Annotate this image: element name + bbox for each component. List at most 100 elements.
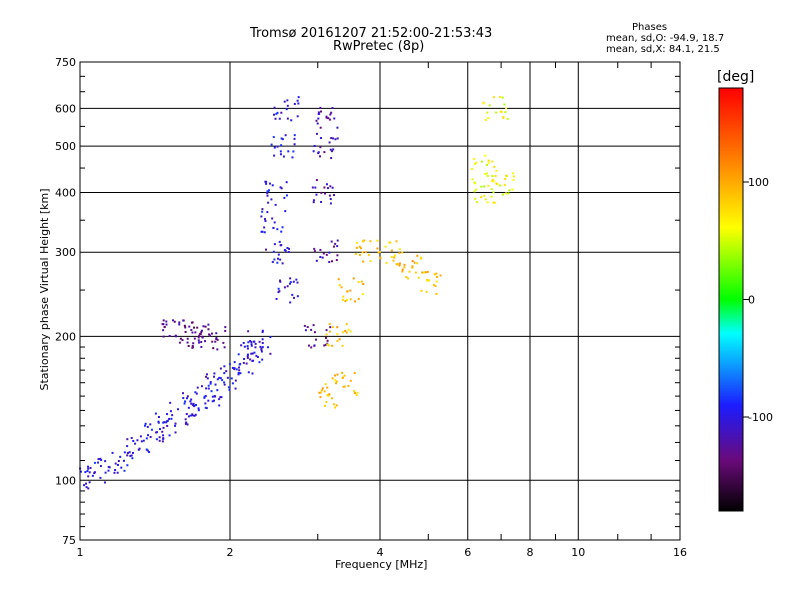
data-point (435, 272, 438, 275)
data-point (283, 196, 286, 199)
data-point (285, 108, 288, 111)
data-point (209, 382, 212, 385)
data-point (85, 486, 88, 489)
data-point (329, 113, 332, 116)
data-point (107, 469, 110, 472)
data-point (266, 211, 269, 214)
data-point (331, 260, 334, 263)
data-point (307, 344, 310, 347)
data-point (99, 465, 102, 468)
data-point (176, 408, 179, 411)
plot-frame (79, 61, 681, 541)
data-point (268, 182, 271, 185)
data-point (239, 372, 242, 375)
data-point (345, 331, 348, 334)
data-point (162, 335, 165, 338)
data-point (320, 110, 323, 113)
data-point (296, 281, 299, 284)
data-point (297, 102, 300, 105)
data-point (393, 254, 396, 257)
data-point (111, 451, 114, 454)
data-point (211, 340, 214, 343)
data-point (222, 341, 225, 344)
data-point (261, 210, 264, 213)
data-point (114, 462, 117, 465)
data-point (487, 161, 490, 164)
data-point (416, 262, 419, 265)
data-point (379, 257, 382, 260)
data-point (324, 404, 327, 407)
data-point (336, 326, 339, 329)
data-point (325, 183, 328, 186)
data-point (258, 361, 261, 364)
data-point (493, 201, 496, 204)
data-point (280, 187, 283, 190)
data-point (312, 201, 315, 204)
data-point (278, 240, 281, 243)
data-point (336, 126, 339, 129)
data-point (170, 417, 173, 420)
data-point (490, 195, 493, 198)
data-point (288, 282, 291, 285)
data-point (161, 430, 164, 433)
legend-title: Phases (632, 22, 668, 33)
data-point (148, 451, 151, 454)
data-point (335, 380, 338, 383)
data-point (436, 275, 439, 278)
data-point (237, 366, 240, 369)
data-point (104, 471, 107, 474)
data-point (207, 384, 210, 387)
data-point (324, 337, 327, 340)
data-point (289, 281, 292, 284)
data-point (219, 396, 222, 399)
data-point (246, 347, 249, 350)
data-point (313, 250, 316, 253)
data-point (401, 270, 404, 273)
data-point (280, 137, 283, 140)
data-point (279, 153, 282, 156)
data-point (261, 208, 264, 211)
data-point (179, 337, 182, 340)
data-point (341, 344, 344, 347)
data-point (315, 259, 318, 262)
data-point (346, 290, 349, 293)
data-point (87, 467, 90, 470)
data-point (197, 407, 200, 410)
data-point (326, 343, 329, 346)
data-point (396, 263, 399, 266)
data-point (276, 261, 279, 264)
data-point (288, 247, 291, 250)
data-point (223, 346, 226, 349)
data-point (401, 251, 404, 254)
colorbar-tick-label: 0 (748, 294, 755, 307)
data-point (126, 445, 129, 448)
data-point (341, 377, 344, 380)
data-point (198, 334, 201, 337)
data-point (147, 434, 150, 437)
data-point (246, 345, 249, 348)
data-point (183, 402, 186, 405)
data-point (474, 197, 477, 200)
data-point (413, 261, 416, 264)
data-point (283, 286, 286, 289)
data-point (194, 331, 197, 334)
data-point (332, 137, 335, 140)
data-point (260, 350, 263, 353)
data-point (325, 116, 328, 119)
data-point (279, 258, 282, 261)
data-point (173, 320, 176, 323)
data-point (362, 282, 365, 285)
data-point (265, 248, 268, 251)
data-point (349, 330, 352, 333)
data-point (331, 150, 334, 153)
data-point (154, 412, 157, 415)
data-point (174, 431, 177, 434)
data-point (293, 102, 296, 105)
data-point (324, 343, 327, 346)
data-point (321, 256, 324, 259)
data-point (149, 423, 152, 426)
data-point (346, 298, 349, 301)
data-point (310, 346, 313, 349)
data-point (398, 248, 401, 251)
data-point (395, 240, 398, 243)
